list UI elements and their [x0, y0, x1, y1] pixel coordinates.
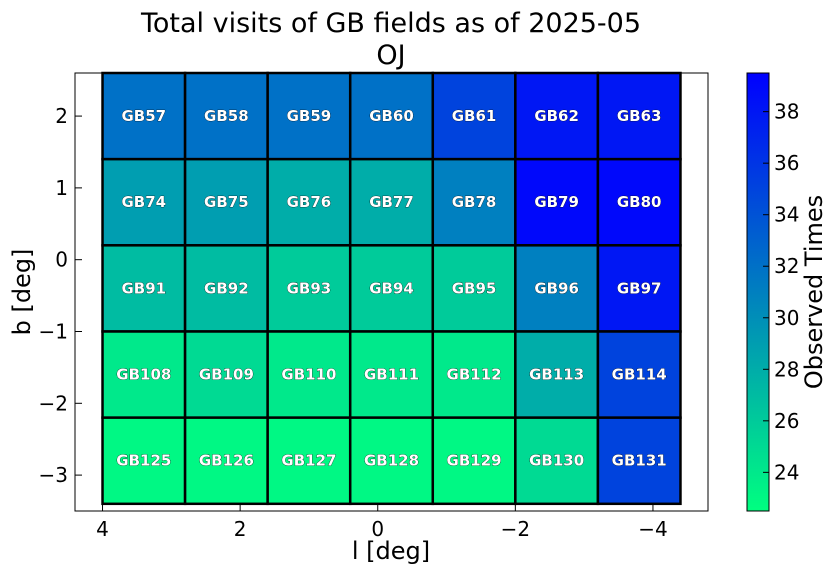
field-cell-gb94: [348, 244, 435, 333]
x-tick-label: 2: [234, 517, 247, 541]
field-cell-gb131: [596, 416, 682, 506]
field-label-gb129: GB129: [447, 452, 502, 470]
y-axis-ticks: 2 1 0 −1 −2 −3: [39, 104, 82, 487]
field-cell-gb79: [514, 157, 600, 247]
field-label-gb60: GB60: [369, 107, 414, 125]
field-cell-gb93: [266, 244, 352, 333]
colorbar-ticks: 24 26 28 30 32 34 36 38: [763, 100, 799, 484]
field-cell-gb126: [183, 416, 269, 506]
colorbar-tick-label: 28: [774, 357, 799, 381]
field-cell-gb91: [101, 244, 187, 333]
field-label-gb58: GB58: [204, 107, 249, 125]
field-cell-gb114: [596, 330, 682, 419]
field-label-gb97: GB97: [617, 279, 662, 297]
field-label-gb63: GB63: [617, 107, 662, 125]
field-label-gb61: GB61: [452, 107, 497, 125]
field-label-gb94: GB94: [369, 279, 414, 297]
field-label-gb130: GB130: [529, 452, 584, 470]
field-label-gb78: GB78: [452, 193, 497, 211]
field-cell-gb95: [431, 244, 517, 333]
x-tick-label: −2: [501, 517, 530, 541]
field-label-gb57: GB57: [121, 107, 166, 125]
field-label-gb59: GB59: [287, 107, 332, 125]
field-cell-gb75: [183, 157, 269, 247]
field-label-gb92: GB92: [204, 279, 249, 297]
field-label-gb128: GB128: [364, 452, 419, 470]
y-tick-label: 2: [55, 104, 68, 128]
field-label-gb110: GB110: [281, 366, 336, 384]
field-label-gb80: GB80: [617, 193, 662, 211]
chart-subtitle: OJ: [376, 40, 405, 71]
field-label-gb127: GB127: [281, 452, 336, 470]
y-tick-label: 1: [55, 176, 68, 200]
heatmap-cell-labels: GB57 GB58 GB59 GB60 GB61 GB62 GB63 GB74 GB75 GB76…: [116, 107, 667, 470]
x-tick-label: 4: [96, 517, 109, 541]
colorbar: [746, 72, 770, 512]
field-label-gb109: GB109: [199, 366, 254, 384]
field-cell-gb77: [348, 157, 435, 247]
field-label-gb113: GB113: [529, 366, 584, 384]
field-label-gb114: GB114: [612, 366, 667, 384]
x-axis-label: l [deg]: [352, 537, 430, 565]
x-tick-label: −4: [638, 517, 667, 541]
field-cell-gb63: [596, 71, 682, 161]
heatmap-cells: [101, 71, 682, 506]
colorbar-tick-label: 36: [774, 151, 799, 175]
field-label-gb75: GB75: [204, 193, 249, 211]
x-axis-ticks: 4 2 0 −2 −4: [96, 504, 668, 541]
field-label-gb125: GB125: [116, 452, 171, 470]
y-axis-label: b [deg]: [8, 249, 36, 336]
field-label-gb79: GB79: [534, 193, 579, 211]
colorbar-tick-label: 26: [774, 409, 799, 433]
colorbar-tick-label: 38: [774, 100, 799, 124]
field-label-gb131: GB131: [612, 452, 667, 470]
field-cell-gb96: [514, 244, 600, 333]
field-label-gb93: GB93: [287, 279, 332, 297]
colorbar-tick-label: 30: [774, 306, 799, 330]
field-label-gb96: GB96: [534, 279, 579, 297]
x-tick-label: 0: [371, 517, 384, 541]
field-cell-gb130: [514, 416, 600, 506]
field-cell-gb57: [101, 71, 187, 161]
field-cell-gb92: [183, 244, 269, 333]
y-tick-label: −1: [39, 319, 68, 343]
field-label-gb126: GB126: [199, 452, 254, 470]
y-tick-label: 0: [55, 248, 68, 272]
colorbar-tick-label: 34: [774, 203, 799, 227]
field-label-gb112: GB112: [447, 366, 502, 384]
field-label-gb108: GB108: [116, 366, 171, 384]
colorbar-label: Observed Times: [800, 195, 828, 389]
colorbar-tick-label: 24: [774, 460, 799, 484]
field-cell-gb129: [431, 416, 517, 506]
field-cell-gb61: [431, 71, 517, 161]
field-label-gb91: GB91: [121, 279, 166, 297]
y-tick-label: −3: [39, 463, 68, 487]
field-label-gb62: GB62: [534, 107, 579, 125]
field-label-gb76: GB76: [287, 193, 332, 211]
field-label-gb77: GB77: [369, 193, 414, 211]
field-label-gb95: GB95: [452, 279, 497, 297]
chart-title: Total visits of GB fields as of 2025-05: [140, 8, 641, 39]
y-tick-label: −2: [39, 391, 68, 415]
field-label-gb74: GB74: [121, 193, 166, 211]
field-cell-gb112: [431, 330, 517, 419]
field-label-gb111: GB111: [364, 366, 419, 384]
colorbar-tick-label: 32: [774, 254, 799, 278]
field-cell-gb97: [596, 244, 682, 333]
field-cell-gb108: [101, 330, 187, 419]
